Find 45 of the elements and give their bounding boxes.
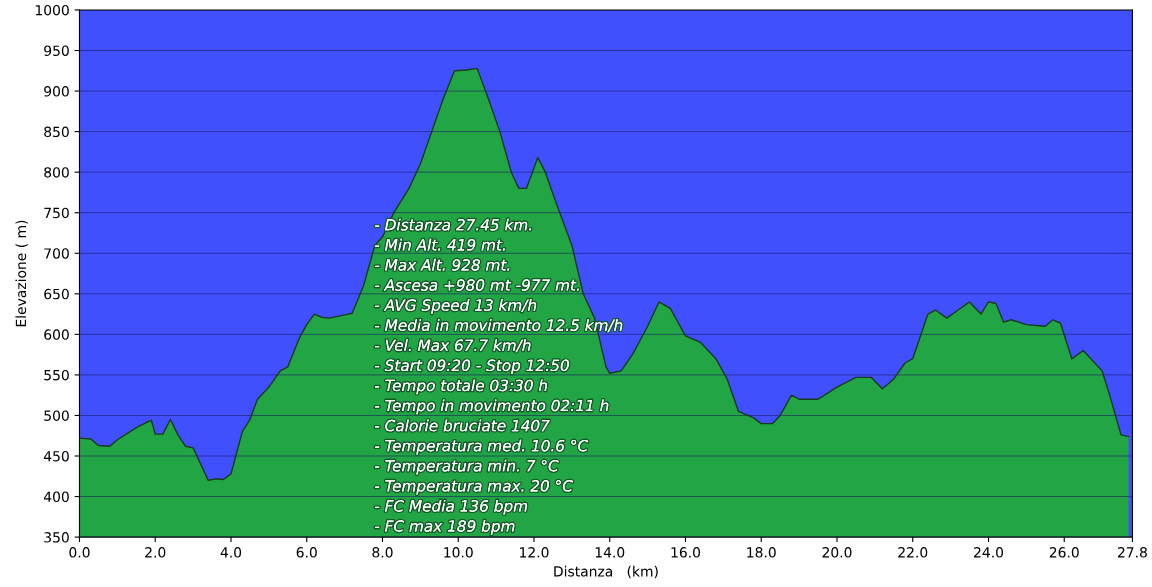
y-tick-label: 900	[44, 86, 69, 97]
y-tick-label: 750	[44, 207, 69, 219]
annotation: - Vel. Max 67.7 km/h	[375, 339, 531, 353]
annotation: - Temperatura min. 7 °C	[375, 459, 559, 475]
x-axis-title: Distanza (km)	[554, 565, 658, 579]
x-tick-label: 8.0	[372, 547, 393, 558]
x-tick-label: 18.0	[747, 547, 776, 558]
annotation: - Max Alt. 928 mt.	[375, 258, 510, 271]
x-tick-label: 20.0	[822, 547, 852, 558]
y-tick-label: 450	[43, 450, 69, 462]
annotation: - Temperatura med. 10.6 °C	[375, 439, 589, 455]
y-tick-label: 550	[44, 369, 69, 381]
annotation: - FC Media 136 bpm	[375, 499, 527, 515]
y-tick-label: 850	[44, 126, 69, 138]
y-tick-label: 650	[44, 288, 69, 300]
annotation: - FC max 189 bpm	[375, 519, 515, 535]
x-tick-label: 27.8	[1117, 547, 1147, 558]
y-tick-label: 600	[44, 329, 69, 340]
x-tick-label: 12.0	[520, 547, 549, 558]
annotation: - Start 09:20 - Stop 12:50	[375, 359, 569, 375]
y-tick-label: 700	[44, 248, 69, 259]
y-tick-label: 1000	[35, 4, 69, 16]
annotation: - Tempo in movimento 02:11 h	[375, 399, 609, 415]
y-tick-label: 400	[43, 491, 69, 503]
annotation: - Temperatura max. 20 °C	[375, 480, 573, 495]
x-tick-label: 26.0	[1049, 547, 1079, 558]
x-tick-label: 2.0	[145, 547, 166, 558]
x-tick-label: 16.0	[671, 547, 701, 558]
y-tick-label: 500	[44, 410, 69, 421]
x-tick-label: 24.0	[974, 547, 1004, 558]
x-tick-label: 4.0	[220, 547, 242, 558]
y-tick-label: 950	[44, 45, 69, 56]
y-axis-title: Elevazione ( m)	[15, 220, 28, 327]
x-tick-label: 10.0	[444, 547, 473, 558]
x-tick-label: 22.0	[898, 547, 928, 558]
x-tick-label: 0.0	[69, 547, 90, 558]
annotation: - AVG Speed 13 km/h	[375, 299, 537, 314]
x-tick-label: 6.0	[296, 547, 317, 558]
annotation: - Calorie bruciate 1407	[375, 419, 550, 432]
annotation: - Min Alt. 419 mt.	[375, 238, 505, 251]
y-tick-label: 800	[44, 167, 69, 178]
x-tick-label: 14.0	[595, 547, 625, 558]
annotation: - Ascesa +980 mt -977 mt.	[375, 279, 579, 291]
annotation: - Tempo totale 03:30 h	[375, 379, 548, 395]
y-tick-label: 350	[44, 532, 69, 543]
